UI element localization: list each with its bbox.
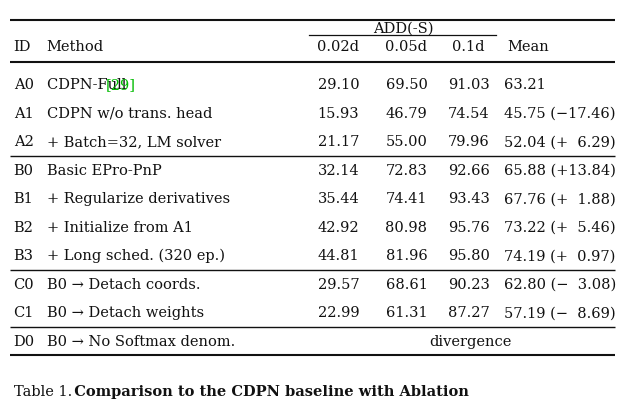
Text: 80.98: 80.98 — [385, 220, 428, 234]
Text: [29]: [29] — [106, 78, 136, 92]
Text: B1: B1 — [13, 192, 33, 206]
Text: Method: Method — [47, 40, 104, 54]
Text: A2: A2 — [13, 135, 33, 149]
Text: 62.80 (−  3.08): 62.80 (− 3.08) — [504, 277, 616, 291]
Text: 61.31: 61.31 — [386, 306, 428, 320]
Text: 29.10: 29.10 — [317, 78, 359, 92]
Text: Mean: Mean — [508, 40, 549, 54]
Text: 32.14: 32.14 — [317, 164, 359, 177]
Text: 87.27: 87.27 — [448, 306, 490, 320]
Text: divergence: divergence — [429, 334, 512, 348]
Text: 46.79: 46.79 — [385, 107, 428, 121]
Text: 55.00: 55.00 — [385, 135, 428, 149]
Text: 21.17: 21.17 — [317, 135, 359, 149]
Text: 92.66: 92.66 — [448, 164, 490, 177]
Text: 63.21: 63.21 — [504, 78, 545, 92]
Text: A0: A0 — [13, 78, 34, 92]
Text: 74.41: 74.41 — [386, 192, 427, 206]
Text: 73.22 (+  5.46): 73.22 (+ 5.46) — [504, 220, 615, 234]
Text: 68.61: 68.61 — [385, 277, 428, 291]
Text: C0: C0 — [13, 277, 34, 291]
Text: + Batch=32, LM solver: + Batch=32, LM solver — [47, 135, 221, 149]
Text: 95.80: 95.80 — [448, 249, 490, 263]
Text: 93.43: 93.43 — [448, 192, 490, 206]
Text: 81.96: 81.96 — [385, 249, 428, 263]
Text: 65.88 (+13.84): 65.88 (+13.84) — [504, 164, 616, 177]
Text: Comparison to the CDPN baseline with Ablation: Comparison to the CDPN baseline with Abl… — [64, 384, 469, 398]
Text: A1: A1 — [13, 107, 33, 121]
Text: 95.76: 95.76 — [448, 220, 490, 234]
Text: 57.19 (−  8.69): 57.19 (− 8.69) — [504, 306, 615, 320]
Text: 35.44: 35.44 — [317, 192, 359, 206]
Text: B0 → Detach weights: B0 → Detach weights — [47, 306, 204, 320]
Text: 44.81: 44.81 — [317, 249, 359, 263]
Text: 22.99: 22.99 — [317, 306, 359, 320]
Text: + Regularize derivatives: + Regularize derivatives — [47, 192, 230, 206]
Text: B3: B3 — [13, 249, 34, 263]
Text: 15.93: 15.93 — [317, 107, 359, 121]
Text: 91.03: 91.03 — [448, 78, 490, 92]
Text: 0.02d: 0.02d — [317, 40, 360, 54]
Text: 74.54: 74.54 — [448, 107, 490, 121]
Text: 79.96: 79.96 — [448, 135, 490, 149]
Text: 69.50: 69.50 — [385, 78, 428, 92]
Text: 29.57: 29.57 — [317, 277, 359, 291]
Text: ADD(-S): ADD(-S) — [373, 22, 434, 36]
Text: ID: ID — [13, 40, 31, 54]
Text: + Initialize from A1: + Initialize from A1 — [47, 220, 193, 234]
Text: 72.83: 72.83 — [385, 164, 428, 177]
Text: Table 1.: Table 1. — [13, 384, 72, 398]
Text: B0: B0 — [13, 164, 34, 177]
Text: 0.1d: 0.1d — [452, 40, 485, 54]
Text: CDPN-Full: CDPN-Full — [47, 78, 131, 92]
Text: D0: D0 — [13, 334, 35, 348]
Text: 0.05d: 0.05d — [385, 40, 428, 54]
Text: Basic EPro-PnP: Basic EPro-PnP — [47, 164, 161, 177]
Text: 90.23: 90.23 — [448, 277, 490, 291]
Text: 45.75 (−17.46): 45.75 (−17.46) — [504, 107, 615, 121]
Text: B0 → Detach coords.: B0 → Detach coords. — [47, 277, 200, 291]
Text: CDPN w/o trans. head: CDPN w/o trans. head — [47, 107, 212, 121]
Text: C1: C1 — [13, 306, 34, 320]
Text: B0 → No Softmax denom.: B0 → No Softmax denom. — [47, 334, 235, 348]
Text: B2: B2 — [13, 220, 33, 234]
Text: + Long sched. (320 ep.): + Long sched. (320 ep.) — [47, 249, 225, 263]
Text: 42.92: 42.92 — [317, 220, 359, 234]
Text: 67.76 (+  1.88): 67.76 (+ 1.88) — [504, 192, 616, 206]
Text: 74.19 (+  0.97): 74.19 (+ 0.97) — [504, 249, 615, 263]
Text: 52.04 (+  6.29): 52.04 (+ 6.29) — [504, 135, 615, 149]
